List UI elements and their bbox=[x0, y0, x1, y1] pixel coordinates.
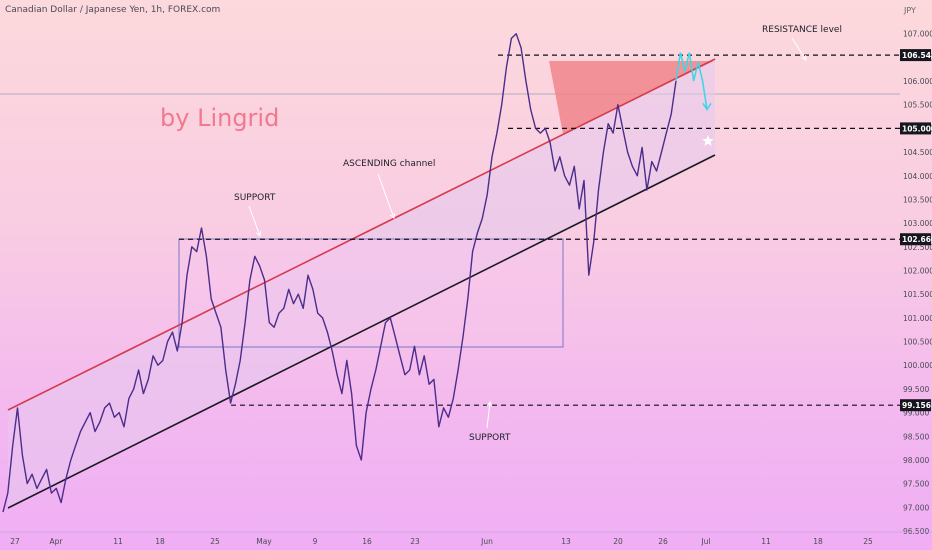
author-watermark: by Lingrid bbox=[160, 104, 280, 132]
price-level-label: 105.000 bbox=[902, 124, 932, 133]
x-tick-label: Jul bbox=[700, 537, 710, 546]
resistance-label: RESISTANCE level bbox=[762, 25, 842, 35]
x-tick-label: 13 bbox=[561, 537, 571, 546]
target-star-icon bbox=[702, 135, 714, 146]
support-arrow-top-head bbox=[255, 230, 262, 237]
support-arrow-bottom bbox=[486, 401, 491, 429]
price-level-badge bbox=[900, 399, 931, 412]
y-tick-label: 100.000 bbox=[903, 361, 932, 370]
price-level-label: 106.548 bbox=[902, 51, 932, 60]
channel-fill bbox=[8, 59, 715, 508]
upper-channel-line bbox=[7, 58, 716, 411]
x-tick-label: 23 bbox=[410, 537, 420, 546]
price-level-badge bbox=[900, 49, 931, 62]
y-tick-label: 104.500 bbox=[903, 148, 932, 157]
price-level-label: 102.660 bbox=[902, 235, 932, 244]
support-label-top: SUPPORT bbox=[234, 193, 276, 203]
x-tick-label: Apr bbox=[50, 537, 64, 546]
projection-arrow-head bbox=[702, 103, 712, 111]
consolidation-box bbox=[178, 238, 564, 348]
support-arrow-bottom-head bbox=[486, 400, 493, 407]
y-tick-label: 101.500 bbox=[903, 290, 932, 299]
y-tick-label: 106.000 bbox=[903, 77, 932, 86]
y-tick-label: 99.000 bbox=[903, 409, 929, 418]
support-label-bottom: SUPPORT bbox=[469, 433, 511, 443]
y-tick-label: 97.000 bbox=[903, 503, 929, 512]
x-tick-label: 25 bbox=[863, 537, 873, 546]
y-tick-label: 97.500 bbox=[903, 480, 929, 489]
y-tick-label: 99.500 bbox=[903, 385, 929, 394]
y-tick-label: 98.000 bbox=[903, 456, 929, 465]
y-tick-label: 104.000 bbox=[903, 172, 932, 181]
y-tick-label: 102.000 bbox=[903, 267, 932, 276]
x-tick-label: Jun bbox=[480, 537, 493, 546]
resistance-arrow-head bbox=[801, 54, 807, 61]
channel-arrow bbox=[377, 173, 395, 219]
y-tick-label: 102.500 bbox=[903, 243, 932, 252]
support-arrow-top bbox=[248, 205, 261, 237]
x-axis: 27 Apr 11 18 25 May 9 16 23 Jun 13 20 26 Jul 11 18 25 bbox=[10, 537, 873, 546]
x-tick-label: 26 bbox=[658, 537, 668, 546]
y-tick-label: 101.000 bbox=[903, 314, 932, 323]
y-tick-label: 98.500 bbox=[903, 432, 929, 441]
x-tick-label: 11 bbox=[113, 537, 123, 546]
price-level-badge bbox=[900, 233, 931, 246]
channel-label: ASCENDING channel bbox=[343, 159, 436, 169]
price-level-badge bbox=[900, 122, 931, 135]
x-tick-label: 18 bbox=[813, 537, 823, 546]
price-series-line bbox=[2, 33, 677, 513]
lower-channel-line bbox=[7, 154, 716, 509]
currency-unit: JPY bbox=[904, 6, 916, 15]
y-tick-label: 103.000 bbox=[903, 219, 932, 228]
x-tick-label: 27 bbox=[10, 537, 20, 546]
x-tick-label: 16 bbox=[362, 537, 372, 546]
y-tick-label: 107.000 bbox=[903, 30, 932, 39]
x-tick-label: 25 bbox=[210, 537, 220, 546]
x-tick-label: 18 bbox=[155, 537, 165, 546]
x-tick-label: 9 bbox=[313, 537, 318, 546]
y-tick-label: 96.500 bbox=[903, 527, 929, 536]
x-tick-label: May bbox=[256, 537, 272, 546]
chart-title: Canadian Dollar / Japanese Yen, 1h, FORE… bbox=[5, 5, 221, 15]
price-level-label: 99.156 bbox=[902, 401, 931, 410]
channel-arrow-head bbox=[389, 212, 396, 219]
resistance-arrow bbox=[791, 37, 807, 61]
y-tick-label: 100.500 bbox=[903, 338, 932, 347]
x-tick-label: 11 bbox=[761, 537, 771, 546]
projection-path bbox=[675, 52, 708, 110]
y-tick-label: 103.500 bbox=[903, 195, 932, 204]
y-tick-label: 105.500 bbox=[903, 101, 932, 110]
y-axis: 96.500 97.000 97.500 98.000 98.500 99.000 99.5… bbox=[903, 30, 932, 536]
x-tick-label: 20 bbox=[613, 537, 623, 546]
